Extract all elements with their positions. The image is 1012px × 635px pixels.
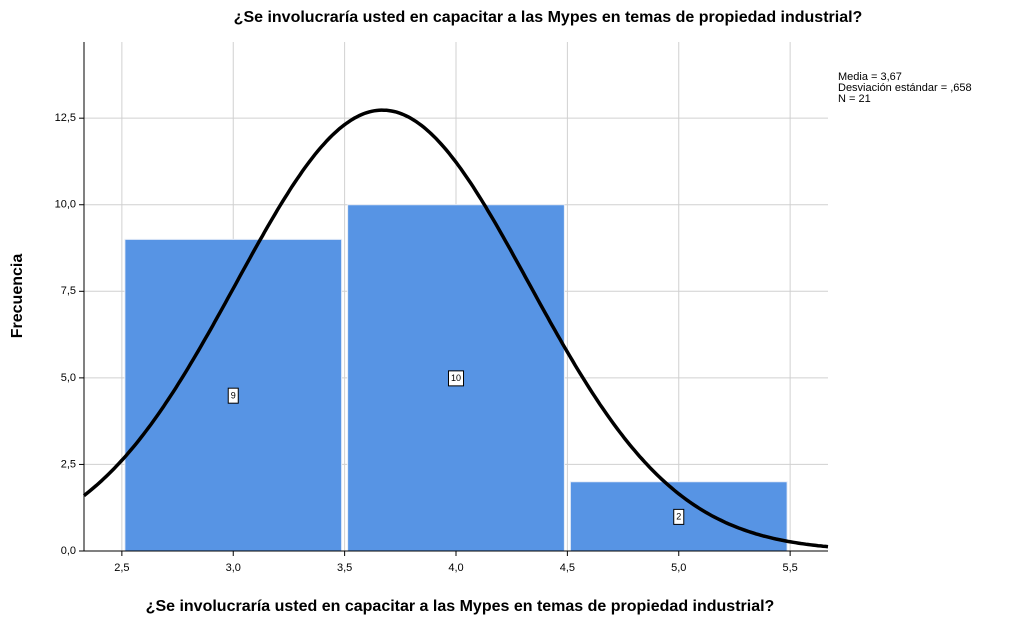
normal-curve [82,108,829,549]
data-label: 2 [676,512,681,522]
x-tick-label: 4,5 [560,562,575,574]
y-tick-label: 2,5 [61,458,76,470]
y-tick-label: 7,5 [61,285,76,297]
x-tick-label: 4,0 [448,562,463,574]
data-label: 9 [231,391,236,401]
x-tick-label: 5,5 [782,562,797,574]
x-tick-label: 5,0 [671,562,686,574]
data-label-box [447,370,465,387]
x-tick-label: 3,0 [226,562,241,574]
annotation: N = 21 [838,93,871,105]
y-tick-label: 5,0 [61,372,76,384]
y-tick-label: 12,5 [55,112,76,124]
annotation: Media = 3,67 [838,71,902,83]
x-axis-label: ¿Se involucraría usted en capacitar a la… [145,598,775,615]
data-label-box [673,508,685,525]
x-tick-label: 2,5 [114,562,129,574]
annotation: Desviación estándar = ,658 [838,82,972,94]
data-label-box [227,387,239,404]
data-label: 10 [451,373,461,383]
x-tick-label: 3,5 [337,562,352,574]
y-tick-label: 10,0 [55,199,76,211]
y-tick-label: 0,0 [61,545,76,557]
y-axis-label: Frecuencia [9,254,26,339]
chart-title: ¿Se involucraría usted en capacitar a la… [234,9,863,26]
